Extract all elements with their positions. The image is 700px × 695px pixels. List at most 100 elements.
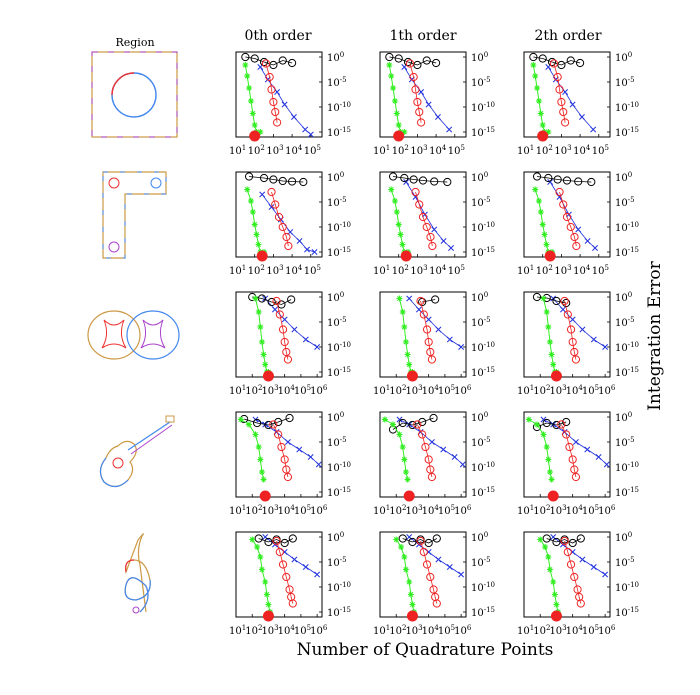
point-green — [258, 339, 265, 345]
x-tick-label: 106 — [310, 624, 328, 637]
x-tick-label: 104 — [285, 264, 303, 277]
x-tick-label: 101 — [373, 504, 390, 517]
point-red — [417, 118, 426, 127]
series-line-red — [271, 191, 289, 247]
point-blue — [547, 179, 554, 185]
point-green — [257, 456, 264, 463]
point-black — [385, 52, 394, 62]
panel-r1-c2: 100 10-5 10-10 10-15 101 102 103 104 105 — [373, 51, 495, 157]
point-green — [260, 476, 267, 483]
series-line-black — [537, 176, 592, 183]
point-red — [565, 442, 574, 452]
point-red — [416, 536, 425, 546]
point-blue — [296, 238, 303, 244]
point-red — [570, 465, 579, 474]
x-tick-label: 105 — [294, 624, 311, 637]
point-green — [252, 431, 259, 438]
point-blue — [428, 439, 435, 445]
point-red — [553, 72, 562, 82]
y-tick-label: 100 — [327, 411, 344, 424]
point-blue — [291, 556, 298, 563]
x-tick-label: 102 — [392, 144, 409, 157]
point-green — [525, 416, 532, 423]
point-black — [418, 417, 427, 427]
panel-frame — [523, 171, 611, 258]
x-tick-label: 104 — [278, 504, 296, 517]
point-green — [247, 98, 254, 104]
point-red — [426, 572, 435, 582]
point-green — [262, 579, 269, 585]
panel-frame — [235, 171, 323, 258]
point-blue — [569, 101, 576, 108]
x-tick-label: 105 — [294, 504, 311, 517]
point-black — [259, 57, 269, 67]
point-blue — [595, 454, 602, 460]
point-black — [241, 52, 250, 62]
point-green — [391, 198, 398, 204]
point-black — [552, 420, 561, 430]
point-black — [429, 413, 438, 423]
point-green — [401, 456, 408, 463]
point-red — [566, 325, 576, 334]
x-tick-label: 101 — [517, 264, 534, 277]
point-green — [252, 295, 259, 302]
panel-r4-c1: 100 10-5 10-10 10-15 101 102 103 104 105 106 — [229, 411, 351, 517]
point-green — [548, 476, 555, 483]
point-blue — [284, 439, 291, 445]
point-black — [553, 175, 562, 184]
point-black — [542, 534, 551, 543]
point-black — [259, 173, 269, 183]
x-tick-label: 101 — [229, 384, 246, 397]
point-green — [537, 209, 544, 215]
point-black — [267, 297, 276, 307]
point-black — [542, 418, 551, 428]
point-green — [381, 416, 388, 423]
point-black — [562, 417, 571, 427]
point-blue — [296, 446, 303, 453]
point-red — [283, 472, 293, 482]
point-blue — [572, 439, 579, 445]
point-black — [250, 54, 259, 63]
panel-r3-c3: 100 10-5 10-10 10-15 101 102 103 104 105 106 — [517, 291, 639, 397]
panel-r3-c1: 100 10-5 10-10 10-15 101 102 103 104 105 106 — [229, 291, 351, 397]
point-green — [265, 601, 272, 608]
point-red — [269, 97, 278, 107]
point-red — [573, 585, 582, 594]
panel-r5-c1: 100 10-5 10-10 10-15 101 102 103 104 105 106 — [229, 531, 351, 637]
point-green — [404, 351, 411, 358]
point-red — [409, 72, 418, 82]
y-tick-label: 10-15 — [615, 366, 639, 379]
point-red — [427, 472, 437, 482]
point-green — [533, 421, 540, 428]
x-tick-label: 106 — [310, 504, 328, 517]
point-black — [398, 534, 407, 543]
point-red — [432, 599, 441, 608]
point-red — [563, 310, 572, 319]
point-green — [406, 361, 413, 368]
y-tick-label: 10-5 — [615, 316, 635, 329]
point-red — [419, 310, 428, 319]
x-tick-label: 102 — [392, 264, 409, 277]
y-tick-label: 10-5 — [471, 316, 491, 329]
x-tick-label: 103 — [554, 264, 571, 277]
point-red — [282, 572, 291, 582]
point-green — [399, 241, 406, 248]
point-green — [548, 351, 555, 358]
point-red — [413, 420, 422, 429]
point-blue — [446, 126, 453, 133]
y-tick-label: 10-10 — [471, 581, 495, 594]
point-black — [568, 538, 577, 548]
point-red — [278, 222, 287, 232]
x-tick-label: 103 — [549, 624, 566, 637]
point-black — [264, 420, 273, 430]
y-tick-label: 10-5 — [615, 196, 635, 209]
point-blue — [435, 556, 442, 563]
y-tick-label: 10-10 — [471, 341, 495, 354]
point-black — [398, 418, 407, 428]
point-blue — [281, 101, 288, 108]
x-tick-label: 101 — [373, 144, 390, 157]
panel-frame — [235, 291, 323, 378]
point-red — [280, 337, 289, 347]
y-tick-label: 10-5 — [327, 556, 347, 569]
point-green — [545, 324, 552, 330]
